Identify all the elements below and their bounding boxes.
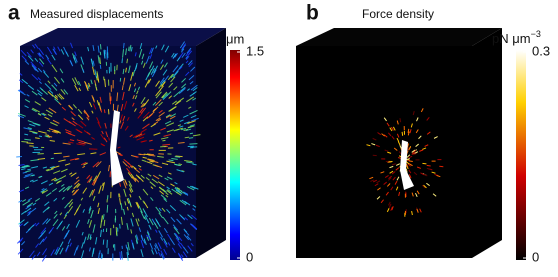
colorbar-tick-label: 0 xyxy=(532,249,539,264)
force-vector xyxy=(408,129,409,133)
unit-exponent: −3 xyxy=(531,29,541,39)
vector xyxy=(120,252,121,260)
panel-label: a xyxy=(8,2,20,25)
panel-title: Force density xyxy=(362,7,434,21)
colorbar xyxy=(230,50,240,260)
vector xyxy=(189,144,197,145)
force-vector xyxy=(422,163,426,164)
colorbar xyxy=(516,50,526,260)
vector xyxy=(100,65,101,69)
colorbar-unit: μm xyxy=(226,31,244,46)
vector xyxy=(124,43,125,48)
vector xyxy=(39,136,42,137)
force-vector xyxy=(402,132,403,136)
panel-label: b xyxy=(306,2,319,25)
vector xyxy=(126,245,127,249)
vector xyxy=(21,141,28,142)
vector xyxy=(99,253,100,259)
vector xyxy=(104,220,105,226)
vector xyxy=(100,44,101,49)
vector xyxy=(107,205,108,213)
vector xyxy=(192,164,196,165)
panel-title: Measured displacements xyxy=(30,7,163,21)
vector xyxy=(178,143,185,144)
vector xyxy=(27,143,34,144)
figure: a Measured displacements μm b Force dens… xyxy=(0,0,558,277)
vector xyxy=(103,214,104,219)
vector xyxy=(104,109,105,113)
vector xyxy=(162,140,165,141)
vector xyxy=(122,58,123,63)
vector xyxy=(24,134,28,135)
cube-b xyxy=(296,28,502,258)
vector xyxy=(104,50,105,59)
vector xyxy=(129,47,130,51)
colorbar-tick-label: 1.5 xyxy=(246,43,264,58)
vector xyxy=(179,164,182,165)
vector xyxy=(189,138,193,139)
unit-text: pN μm xyxy=(492,31,531,46)
vector xyxy=(190,133,193,134)
vector xyxy=(175,157,180,158)
cube-a xyxy=(16,28,226,261)
vector xyxy=(119,194,120,198)
force-vector xyxy=(400,118,401,122)
colorbar-tick-label: 0 xyxy=(246,249,253,264)
force-vector xyxy=(409,161,413,162)
force-vector xyxy=(427,165,431,166)
colorbar-tick-label: 0.3 xyxy=(532,43,550,58)
